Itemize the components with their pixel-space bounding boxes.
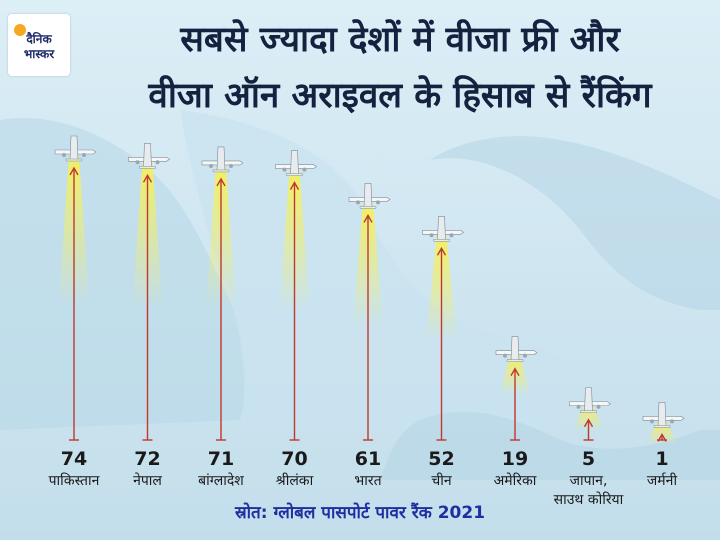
arrow-head xyxy=(289,181,300,190)
chart-title-line1: सबसे ज्यादा देशों में वीजा फ्री और xyxy=(180,20,620,60)
value-label: 70 xyxy=(281,448,307,470)
bar-6: 19 अमेरिका xyxy=(494,336,538,489)
bar-3: 70 श्रीलंका xyxy=(275,150,318,489)
airplane-icon xyxy=(128,142,171,169)
category-label: भारत xyxy=(354,473,382,489)
brand-logo: दैनिक भास्कर xyxy=(8,14,70,76)
category-label: साउथ कोरिया xyxy=(554,491,624,508)
category-label: जापान, xyxy=(570,473,608,489)
arrow-head xyxy=(583,418,594,428)
arrow-head xyxy=(69,166,79,176)
bar-5: 52 चीन xyxy=(422,215,465,489)
value-label: 5 xyxy=(582,448,595,470)
airplane-icon xyxy=(642,402,685,428)
bar-8: 1 जर्मनी xyxy=(642,402,685,489)
value-label: 61 xyxy=(355,448,381,470)
bar-4: 61 भारत xyxy=(348,183,391,489)
airplane-icon xyxy=(348,183,391,209)
value-label: 72 xyxy=(134,448,160,470)
bar-2: 71 बांग्लादेश xyxy=(198,146,244,489)
arrow-head xyxy=(657,432,667,442)
value-label: 19 xyxy=(502,448,528,470)
airplane-icon xyxy=(495,336,538,362)
logo-line1: दैनिक xyxy=(26,32,52,46)
category-label: नेपाल xyxy=(133,472,162,489)
value-label: 71 xyxy=(208,448,234,470)
category-label: श्रीलंका xyxy=(276,472,314,489)
airplane-icon xyxy=(54,135,97,162)
category-label: पाकिस्तान xyxy=(49,472,100,489)
sun-icon xyxy=(14,24,26,36)
arrow-head xyxy=(216,177,226,187)
category-label: चीन xyxy=(431,472,452,489)
chart-title-line2: वीजा ऑन अराइवल के हिसाब से रैंकिंग xyxy=(148,76,652,116)
arrow-head xyxy=(363,214,373,223)
value-label: 1 xyxy=(655,448,668,470)
arrow-head xyxy=(436,246,447,256)
bar-1: 72 नेपाल xyxy=(128,142,171,489)
bar-0: 74 पाकिस्तान xyxy=(49,135,100,489)
arrow-head xyxy=(510,367,520,377)
category-label: अमेरिका xyxy=(494,472,537,489)
airplane-icon xyxy=(569,387,612,414)
airplane-icon xyxy=(201,146,244,173)
category-label: बांग्लादेश xyxy=(198,472,244,489)
logo-line2: भास्कर xyxy=(23,47,55,61)
value-label: 74 xyxy=(61,448,87,470)
value-label: 52 xyxy=(428,448,454,470)
airplane-icon xyxy=(422,215,465,242)
bar-7: 5 जापान, साउथ कोरिया xyxy=(554,387,624,508)
source-note: स्रोत: ग्लोबल पासपोर्ट पावर रैंक 2021 xyxy=(234,503,486,523)
arrow-head xyxy=(142,173,153,183)
category-label: जर्मनी xyxy=(647,472,678,489)
airplane-icon xyxy=(275,150,318,176)
